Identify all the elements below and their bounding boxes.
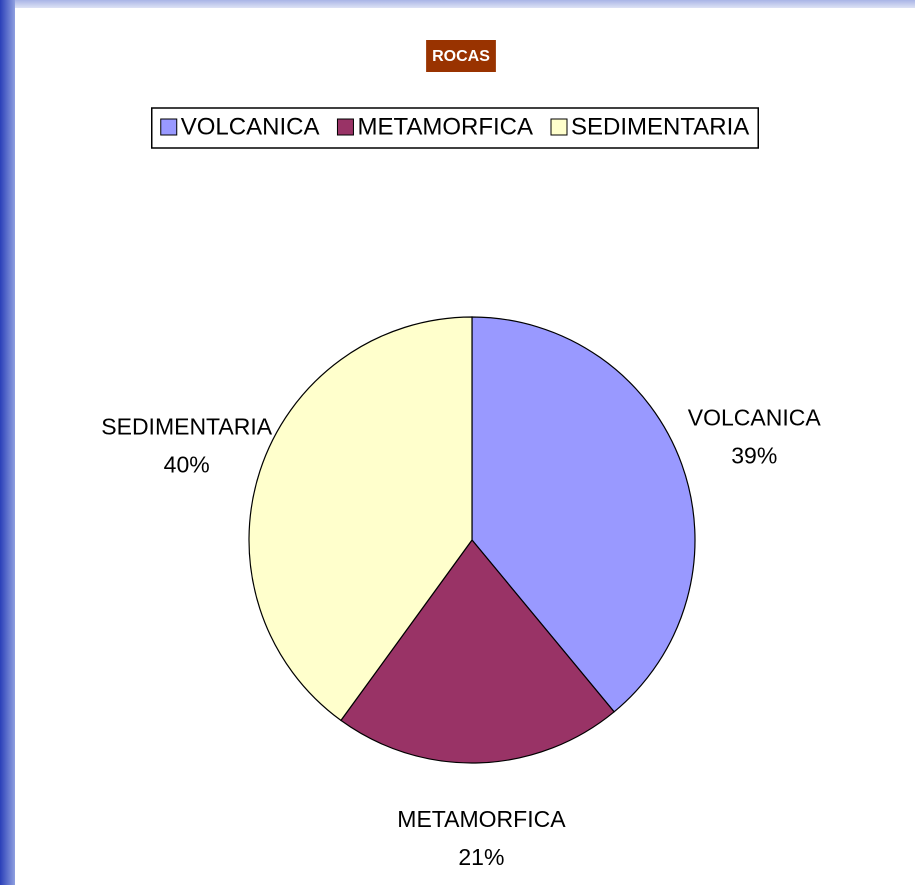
chart-title: ROCAS [432,48,490,65]
data-label-name: METAMORFICA [397,806,566,832]
title-group: ROCAS [426,40,496,72]
legend [151,107,759,149]
data-label-value: 21% [458,844,504,870]
legend-swatch [336,118,354,136]
legend-label: SEDIMENTARIA [571,113,749,140]
side-strip [0,0,15,885]
data-label-name: SEDIMENTARIA [101,413,272,439]
data-label-value: 39% [731,442,777,468]
data-label-value: 40% [164,451,210,477]
pie-slice [471,316,696,713]
legend-swatch [160,118,178,136]
pie-slice [248,316,473,722]
legend-items: VOLCANICA METAMORFICA SEDIMENTARIA [160,113,749,140]
data-labels: VOLCANICA 39% METAMORFICA 21% SEDIMENTARIA 40… [101,404,821,869]
legend-swatch [550,118,568,136]
title-box [426,40,496,72]
top-strip [0,0,915,8]
pie-slice [340,539,615,764]
legend-label: VOLCANICA [181,113,320,140]
legend-label: METAMORFICA [357,113,533,140]
pie [248,316,696,764]
data-label-name: VOLCANICA [688,404,822,430]
